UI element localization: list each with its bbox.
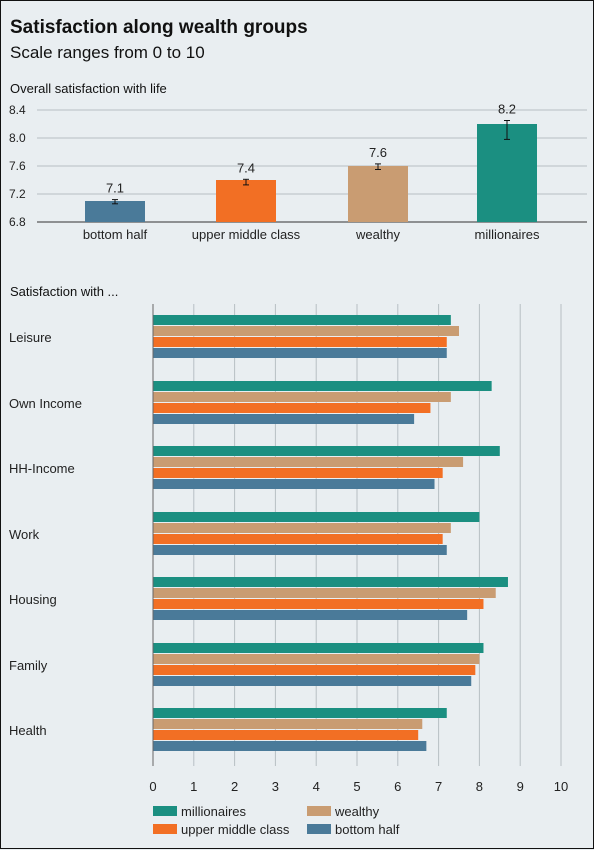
value-label-bottom-half: 7.1 [106,181,124,196]
bar-hh-income-millionaires [153,446,500,456]
bar-leisure-bottom-half [153,348,447,358]
x-tick-label: 7 [435,779,442,794]
bar-family-upper-middle-class [153,665,476,675]
category-label-housing: Housing [9,592,57,607]
x-tick-label: 9 [517,779,524,794]
bar-housing-millionaires [153,577,508,587]
x-tick-label-bottom-half: bottom half [83,227,148,242]
x-tick-label-wealthy: wealthy [355,227,401,242]
legend-swatch-bottom-half [307,824,331,834]
value-label-wealthy: 7.6 [369,145,387,160]
category-label-own-income: Own Income [9,396,82,411]
x-tick-label: 6 [394,779,401,794]
bar-hh-income-upper-middle-class [153,468,443,478]
legend-swatch-wealthy [307,806,331,816]
bar-housing-wealthy [153,588,496,598]
chart-title: Satisfaction along wealth groups [10,17,308,38]
y-tick-label: 8.4 [9,103,26,117]
y-tick-label: 8.0 [9,131,26,145]
x-tick-label: 10 [554,779,568,794]
bar-work-millionaires [153,512,480,522]
y-tick-label: 7.2 [9,187,26,201]
legend-label-millionaires: millionaires [181,804,247,819]
value-label-millionaires: 8.2 [498,102,516,117]
value-label-upper-middle-class: 7.4 [237,160,255,175]
bar-own-income-bottom-half [153,414,415,424]
bar-health-wealthy [153,719,423,729]
legend-swatch-millionaires [153,806,177,816]
x-tick-label: 4 [313,779,320,794]
bar-millionaires [477,124,537,222]
bar-health-bottom-half [153,741,427,751]
chart-subtitle: Scale ranges from 0 to 10 [10,43,205,62]
bar-housing-upper-middle-class [153,599,484,609]
bar-own-income-upper-middle-class [153,403,431,413]
x-tick-label: 2 [231,779,238,794]
bar-wealthy [348,166,408,222]
bar-housing-bottom-half [153,610,468,620]
bar-health-millionaires [153,708,447,718]
y-tick-label: 7.6 [9,159,26,173]
x-tick-label: 3 [272,779,279,794]
bar-health-upper-middle-class [153,730,419,740]
category-label-family: Family [9,658,48,673]
bar-leisure-millionaires [153,315,451,325]
category-label-leisure: Leisure [9,330,52,345]
bar-family-millionaires [153,643,484,653]
legend-label-bottom-half: bottom half [335,822,400,837]
category-label-work: Work [9,527,40,542]
x-tick-label: 8 [476,779,483,794]
bar-bottom-half [85,201,145,222]
bar-family-wealthy [153,654,480,664]
legend-label-wealthy: wealthy [334,804,380,819]
y-tick-label: 6.8 [9,215,26,229]
bar-work-wealthy [153,523,451,533]
bar-upper-middle-class [216,180,276,222]
satisfaction-section-title: Satisfaction with ... [10,284,119,299]
legend-label-upper-middle-class: upper middle class [181,822,290,837]
x-tick-label: 0 [149,779,156,794]
bar-own-income-millionaires [153,381,492,391]
x-tick-label-upper-middle-class: upper middle class [192,227,301,242]
bar-hh-income-bottom-half [153,479,435,489]
bar-leisure-upper-middle-class [153,337,447,347]
overall-satisfaction-chart: 6.8 7.2 7.6 8.0 8.4 7.1 bottom half 7.4 upper mi… [9,102,587,242]
category-label-health: Health [9,723,47,738]
x-tick-label-millionaires: millionaires [474,227,540,242]
overall-section-title: Overall satisfaction with life [10,81,167,96]
x-tick-label: 5 [353,779,360,794]
bar-work-bottom-half [153,545,447,555]
bar-own-income-wealthy [153,392,451,402]
bar-family-bottom-half [153,676,472,686]
category-label-hh-income: HH-Income [9,461,75,476]
bar-hh-income-wealthy [153,457,464,467]
legend-swatch-upper-middle-class [153,824,177,834]
bar-work-upper-middle-class [153,534,443,544]
bar-leisure-wealthy [153,326,459,336]
x-tick-label: 1 [190,779,197,794]
